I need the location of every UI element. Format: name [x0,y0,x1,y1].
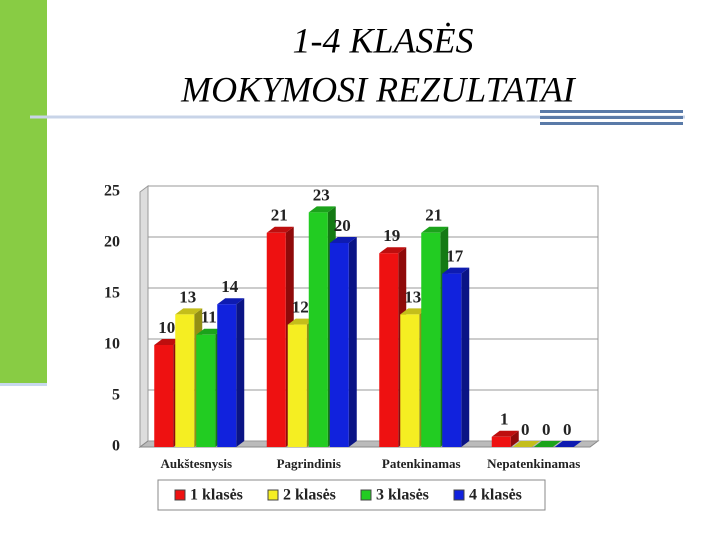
bar-side [348,237,357,447]
stripe [540,122,683,125]
bar-top [491,430,519,437]
bar-top [287,318,315,325]
x-tick-label: Aukštesnysis [160,456,232,471]
x-tick-label: Pagrindinis [277,456,341,471]
chart-title: MOKYMOSI REZULTATAI [180,69,577,109]
data-label: 14 [221,277,239,296]
data-label: 12 [292,298,309,317]
legend-label: 3 klasės [376,487,429,504]
side-wall [139,185,149,448]
bar-top [266,226,294,233]
bar-top [533,441,561,447]
data-label: 21 [425,206,442,225]
bar [421,232,441,447]
bar [442,273,462,447]
legend-swatch [267,489,279,501]
data-label: 23 [313,185,330,204]
y-tick-label: 10 [104,336,120,353]
legend-label: 4 klasės [469,487,522,504]
bar-top [400,308,428,315]
data-label: 20 [334,216,351,235]
bar-top [442,267,470,274]
data-label: 10 [158,318,175,337]
data-label: 0 [542,420,551,439]
data-label: 17 [446,247,464,266]
bar-top [554,441,582,447]
x-tick-label: Patenkinamas [382,456,461,471]
x-tick-label: Nepatenkinamas [487,456,580,471]
y-tick-label: 20 [104,234,120,251]
bar [379,253,399,447]
chart-title: 1-4 KLASĖS [292,20,473,60]
bar-top [379,247,407,254]
bar [196,334,216,447]
bar [400,314,420,447]
bar [491,436,511,447]
stripe [540,110,683,113]
bar-top [421,226,449,233]
bar [266,232,286,447]
data-label: 21 [271,206,288,225]
stripe [540,116,683,119]
legend-swatch [453,489,465,501]
y-tick-label: 15 [104,285,120,302]
bar-top [308,206,336,213]
bar [175,314,195,447]
bar-side [236,298,245,447]
bar [287,324,307,447]
data-label: 13 [404,287,421,306]
bar-side [510,430,519,447]
data-label: 1 [500,410,509,429]
bar-top [512,441,540,447]
legend-swatch [360,489,372,501]
bar [154,345,174,447]
bar-side [461,267,470,447]
bar-top [329,237,357,243]
bar [217,304,237,447]
bar [308,212,328,447]
data-label: 0 [563,420,572,439]
bar-top [175,308,203,315]
bar-top [196,328,224,335]
data-label: 11 [201,308,217,327]
y-tick-label: 0 [112,438,120,455]
data-label: 0 [521,420,530,439]
bar-top [154,339,182,345]
data-label: 19 [383,226,400,245]
legend-swatch [174,489,186,501]
bar [329,243,349,447]
legend-label: 1 klasės [190,487,243,504]
data-label: 13 [179,287,196,306]
bar-top [217,298,245,305]
left-accent [0,0,47,383]
y-tick-label: 5 [112,387,120,404]
legend-box [157,479,546,511]
y-tick-label: 25 [104,183,120,200]
legend-label: 2 klasės [283,487,336,504]
left-accent-shadow [0,383,47,386]
